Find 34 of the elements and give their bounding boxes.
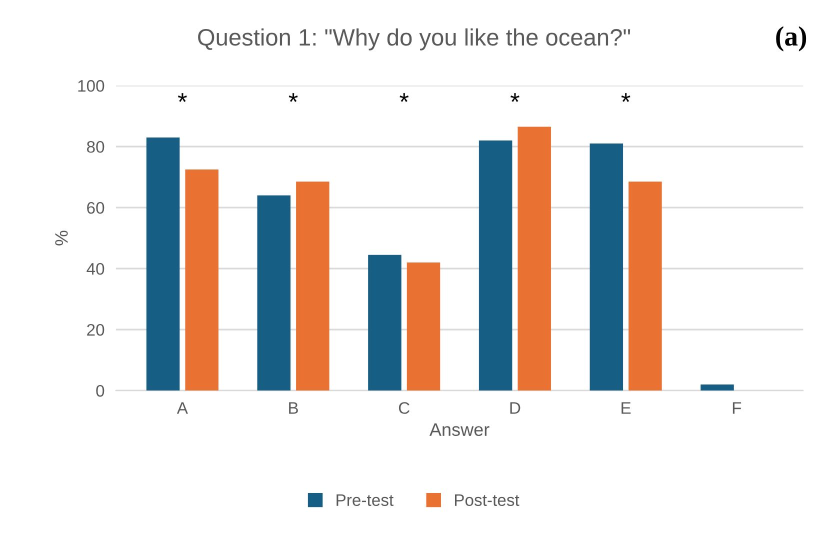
bar: [185, 169, 218, 391]
bar: [296, 182, 330, 391]
annotation: *: [178, 93, 187, 102]
annotation: *: [288, 93, 298, 102]
x-tick-label: C: [398, 402, 410, 414]
legend-label: Post-test: [454, 494, 520, 506]
y-tick-label: 0: [96, 384, 104, 397]
annotation: *: [510, 93, 520, 102]
y-tick-label: 60: [87, 202, 104, 214]
annotation: *: [400, 93, 409, 102]
text: (a): [776, 26, 806, 52]
bar: [146, 137, 180, 391]
x-tick-label: E: [622, 402, 631, 414]
bar: [406, 262, 440, 391]
annotation: *: [621, 93, 630, 102]
y-tick-label: 20: [87, 324, 104, 336]
x-tick-label: A: [176, 402, 188, 414]
x-axis-title: Answer: [429, 423, 490, 436]
y-axis-title: %: [55, 230, 68, 246]
bar: [478, 140, 512, 391]
chart-title: Question 1: "Why do you like the ocean?": [198, 28, 630, 50]
y-tick-label: 100: [78, 80, 104, 92]
bar: [518, 126, 551, 391]
bar: [700, 384, 734, 391]
y-tick-label: 40: [86, 262, 104, 275]
bar: [368, 254, 402, 391]
x-tick-label: D: [510, 402, 520, 414]
x-tick-label: B: [289, 402, 298, 414]
y-tick-label: 80: [86, 140, 104, 153]
bar: [257, 195, 290, 391]
legend-label: Pre-test: [336, 494, 394, 506]
bar: [590, 144, 624, 391]
bar: [628, 182, 662, 391]
x-tick-label: F: [732, 402, 742, 414]
